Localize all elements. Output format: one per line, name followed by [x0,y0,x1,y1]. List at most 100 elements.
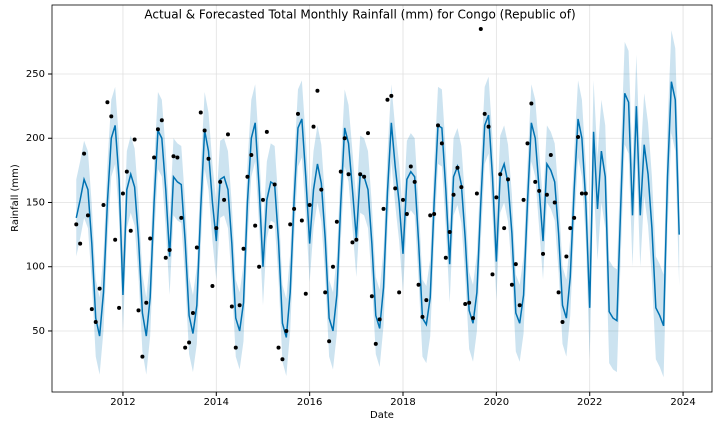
actual-point [190,310,195,315]
actual-point [521,197,526,202]
actual-point [303,291,308,296]
actual-point [202,128,207,133]
actual-point [307,203,312,208]
actual-point [486,124,491,129]
actual-point [260,197,265,202]
actual-point [280,357,285,362]
actual-point [564,254,569,259]
actual-point [502,226,507,231]
actual-point [428,213,433,218]
actual-point [253,223,258,228]
actual-point [163,255,168,260]
actual-point [401,197,406,202]
actual-point [117,305,122,310]
actual-point [257,264,262,269]
actual-point [319,187,324,192]
actual-point [241,246,246,251]
actual-point [198,110,203,115]
actual-point [179,215,184,220]
actual-point [416,282,421,287]
actual-point [85,213,90,218]
actual-point [498,172,503,177]
actual-point [148,236,153,241]
actual-point [264,129,269,134]
actual-point [152,155,157,160]
actual-point [330,264,335,269]
actual-point [544,192,549,197]
y-axis-label: Rainfall (mm) [10,164,21,232]
actual-point [128,228,133,233]
actual-point [74,222,79,227]
plot-area [52,5,712,392]
actual-point [443,255,448,260]
actual-point [369,294,374,299]
actual-point [276,345,281,350]
y-tick-label: 50 [32,326,45,337]
actual-point [424,298,429,303]
actual-point [175,155,180,160]
actual-point [101,203,106,208]
actual-point [82,151,87,156]
x-tick-label: 2014 [204,397,229,408]
actual-point [471,316,476,321]
x-axis-label: Date [370,410,394,421]
actual-point [346,172,351,177]
actual-point [513,262,518,267]
actual-point [412,179,417,184]
actual-point [463,301,468,306]
actual-point [447,230,452,235]
actual-point [338,169,343,174]
actual-point [124,169,129,174]
actual-point [548,152,553,157]
actual-point [222,197,227,202]
actual-point [350,240,355,245]
actual-point [342,136,347,141]
actual-point [397,290,402,295]
actual-point [113,237,118,242]
actual-point [459,185,464,190]
actual-point [214,226,219,231]
actual-point [537,188,542,193]
actual-point [365,131,370,136]
x-tick-label: 2012 [110,397,135,408]
actual-point [159,118,164,123]
actual-point [120,191,125,196]
actual-point [474,191,479,196]
actual-point [187,340,192,345]
actual-point [420,314,425,319]
x-tick-label: 2024 [670,397,695,408]
actual-point [268,224,273,229]
actual-point [249,152,254,157]
actual-point [323,290,328,295]
actual-point [105,100,110,105]
chart-title: Actual & Forecasted Total Monthly Rainfa… [144,8,575,22]
actual-point [439,141,444,146]
actual-point [358,172,363,177]
actual-point [97,286,102,291]
actual-point [109,114,114,119]
x-tick-label: 2016 [297,397,322,408]
actual-point [572,215,577,220]
y-tick-label: 100 [26,262,45,273]
forecast-line [75,81,680,338]
actual-point [373,341,378,346]
actual-point [229,304,234,309]
actual-point [210,283,215,288]
actual-point [525,141,530,146]
actual-point [245,174,250,179]
actual-point [315,88,320,93]
actual-point [436,123,441,128]
actual-point [389,93,394,98]
actual-point [171,154,176,159]
actual-point [529,101,534,106]
actual-point [93,319,98,324]
actual-point [408,164,413,169]
actual-point [517,303,522,308]
actual-point [78,241,83,246]
actual-point [218,179,223,184]
actual-point [509,282,514,287]
actual-point [299,218,304,223]
x-tick-label: 2020 [484,397,509,408]
actual-point [155,127,160,132]
actual-point [362,174,367,179]
